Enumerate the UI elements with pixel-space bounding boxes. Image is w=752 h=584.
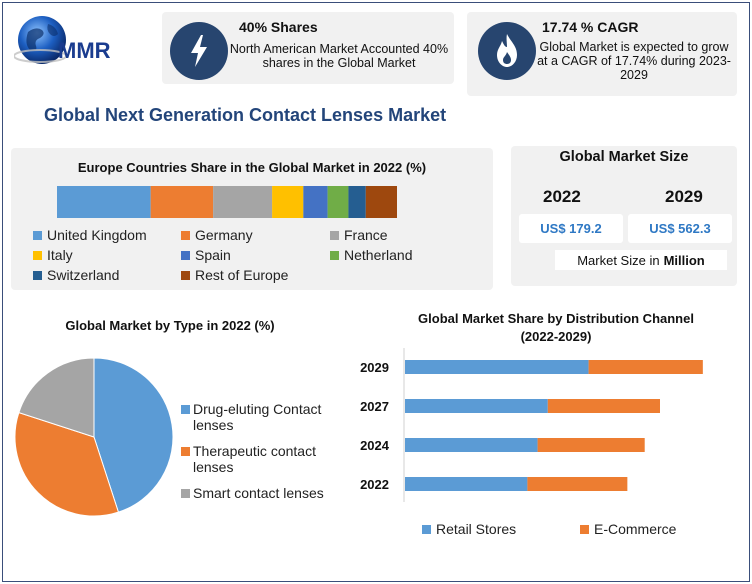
legend-swatch [580,524,589,534]
europe-legend-label: Spain [195,247,231,263]
legend-swatch [33,250,42,260]
europe-legend-label: France [344,227,388,243]
market-size-footer-prefix: Market Size in [577,252,660,268]
distribution-title-line: Global Market Share by Distribution Chan… [418,311,694,326]
pie-legend-item: Drug-eluting Contact lenses [181,401,331,433]
europe-legend-item: France [330,227,388,243]
pie-legend-label: Drug-eluting Contact lenses [193,401,322,433]
europe-legend-item: Italy [33,247,73,263]
page-title: Global Next Generation Contact Lenses Ma… [44,105,447,125]
distribution-legend-label: Retail Stores [436,521,517,537]
pie-legend-item: Smart contact lenses [181,485,351,501]
distribution-legend-item: E-Commerce [580,521,676,537]
europe-legend-item: Netherland [330,247,413,263]
brand-name: MMR [58,38,111,63]
legend-swatch [33,230,42,240]
legend-swatch [181,447,190,456]
legend-swatch [422,524,431,534]
legend-swatch [181,489,190,498]
market-size-value-2022: US$ 179.2 [519,214,623,243]
europe-legend-item: Spain [181,247,231,263]
distribution-legend-label: E-Commerce [594,521,677,537]
pie-chart-title: Global Market by Type in 2022 (%) [65,318,275,333]
stat-shares-title: 40% Shares [239,19,318,35]
distribution-subtitle-line: (2022-2029) [520,329,592,344]
pie-legend-item: Therapeutic contact lenses [181,443,331,475]
europe-share-panel [11,148,493,290]
mmr-logo: MMR [14,16,111,64]
distribution-legend-item: Retail Stores [422,521,516,537]
stat-cagr-text: Global Market is expected to grow at a C… [537,40,731,82]
legend-swatch [330,230,339,240]
pie-legend-label: Smart contact lenses [193,485,324,501]
europe-legend-label: Netherland [344,247,413,263]
europe-legend-item: United Kingdom [33,227,147,243]
legend-swatch [181,405,190,414]
europe-legend-item: Germany [181,227,253,243]
market-size-year-2029: 2029 [665,187,703,206]
europe-chart-title: Europe Countries Share in the Global Mar… [77,160,427,175]
europe-legend-label: Germany [195,227,253,243]
legend-swatch [181,270,190,280]
market-size-footer: Market Size in Million [555,250,727,270]
market-size-title: Global Market Size [559,149,689,165]
europe-legend-item: Rest of Europe [181,267,288,283]
pie-legend-label: Therapeutic contact lenses [193,443,316,475]
stat-cagr-title: 17.74 % CAGR [542,19,639,35]
distribution-chart-title: Global Market Share by Distribution Chan… [380,310,732,346]
legend-swatch [33,270,42,280]
europe-legend-label: Rest of Europe [195,267,289,283]
lightning-icon [191,35,207,67]
stat-shares-text: North American Market Accounted 40% shar… [229,42,449,70]
market-size-footer-unit: Million [663,252,705,268]
europe-legend-label: Switzerland [47,267,120,283]
legend-swatch [181,250,190,260]
legend-swatch [181,230,190,240]
europe-legend-item: Switzerland [33,267,119,283]
market-size-value-2029: US$ 562.3 [628,214,732,243]
legend-swatch [330,250,339,260]
europe-legend-label: United Kingdom [47,227,147,243]
flame-icon [497,34,517,67]
europe-legend-label: Italy [47,247,73,263]
market-size-year-2022: 2022 [543,187,581,206]
